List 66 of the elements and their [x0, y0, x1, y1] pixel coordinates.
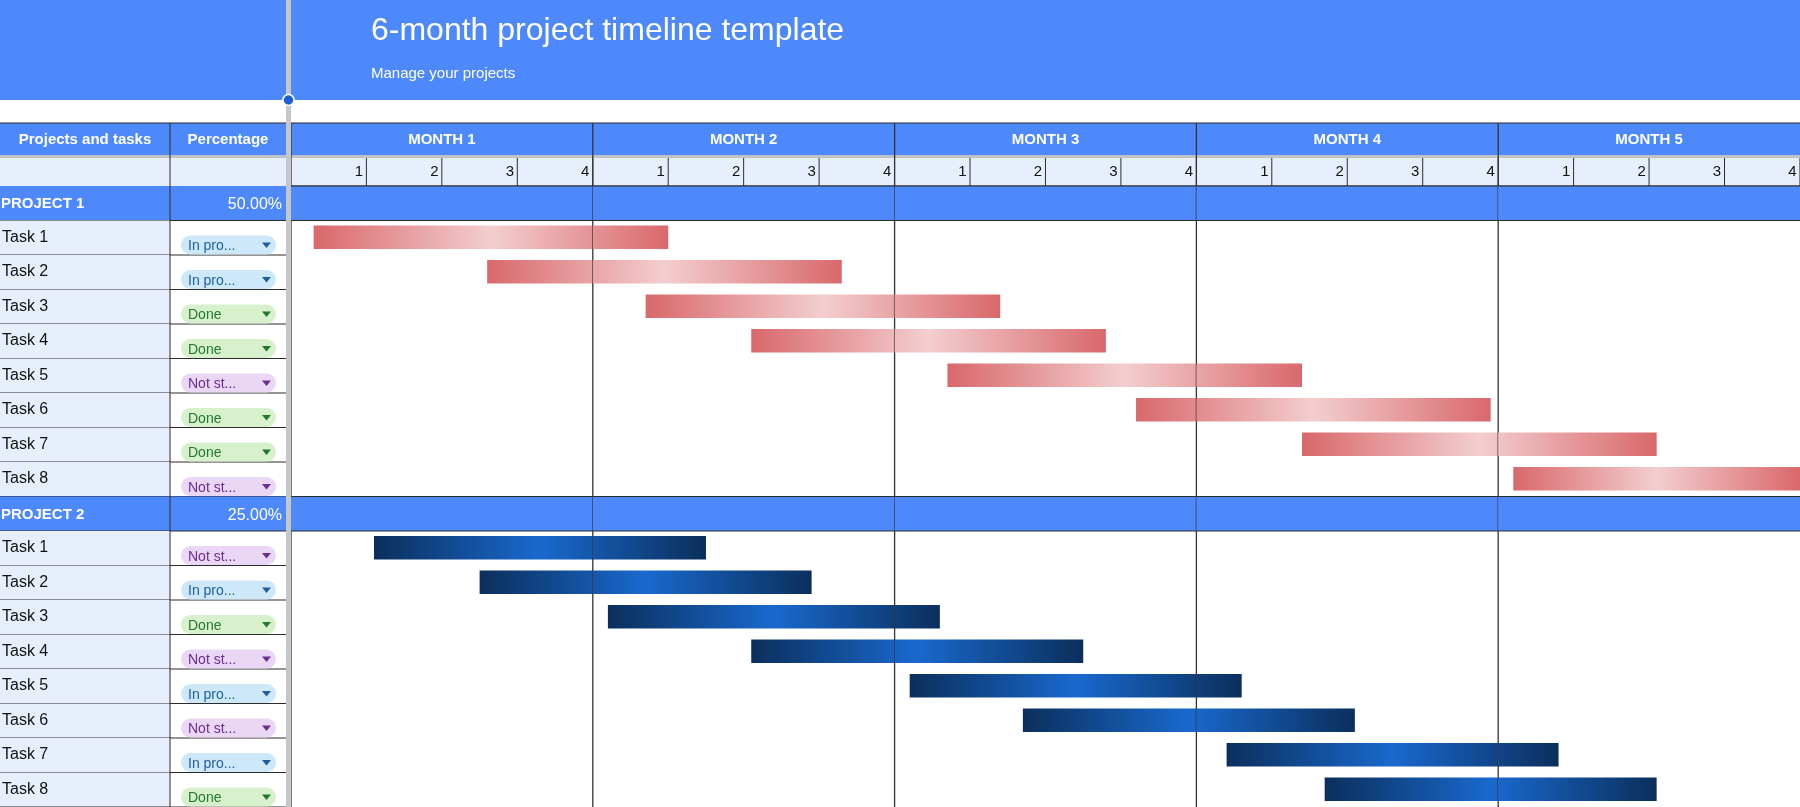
category-label: Task 5 — [2, 365, 49, 383]
x-axis-title: MONTH 2 — [709, 130, 778, 147]
category-label: Task 3 — [2, 607, 49, 624]
text: Projects and tasks — [18, 130, 152, 147]
category-label: Done — [188, 789, 222, 805]
x-tick-label: 3 — [1712, 162, 1722, 179]
category-label: Task 3 — [2, 296, 49, 314]
category-label: Task 7 — [2, 434, 49, 452]
x-axis-title: MONTH 4 — [1313, 130, 1382, 147]
category-label: Not st... — [188, 478, 237, 495]
category-label: In pro... — [188, 754, 236, 771]
x-tick-label: 4 — [581, 162, 590, 179]
x-axis-title: MONTH 5 — [1615, 130, 1683, 147]
bar — [1513, 467, 1800, 491]
x-tick-label: 1 — [354, 162, 364, 179]
category-label: Not st... — [188, 651, 237, 667]
category-label: Task 2 — [2, 262, 49, 279]
x-tick-label: 4 — [1486, 162, 1495, 179]
text: 6-month project timeline template — [371, 11, 845, 47]
category-label: PROJECT 2 — [1, 504, 85, 522]
x-tick-label: 3 — [1109, 162, 1118, 179]
x-tick-label: 2 — [430, 162, 439, 179]
category-label: Done — [188, 306, 222, 322]
x-axis-title: MONTH 3 — [1011, 130, 1080, 147]
x-tick-label: 1 — [958, 162, 967, 179]
x-tick-label: 2 — [1335, 162, 1344, 179]
category-label: Task 8 — [2, 469, 49, 486]
category-label: 25.00% — [227, 505, 282, 523]
category-label: Done — [188, 409, 222, 426]
category-label: Not st... — [188, 375, 237, 391]
x-tick-label: 3 — [505, 162, 514, 179]
category-label: Done — [188, 616, 222, 633]
category-label: Not st... — [188, 720, 237, 736]
category-label: Task 7 — [2, 745, 49, 762]
x-tick-label: 4 — [1184, 162, 1194, 179]
category-label: In pro... — [188, 271, 236, 288]
category-label: 50.00% — [227, 195, 282, 213]
text: Manage your projects — [371, 64, 516, 81]
x-tick-label: 4 — [1788, 162, 1797, 179]
x-tick-label: 1 — [656, 162, 665, 179]
category-label: Done — [188, 340, 222, 357]
category-label: Task 4 — [2, 641, 49, 659]
category-label: Task 4 — [2, 331, 49, 348]
category-label: Task 5 — [2, 676, 49, 693]
category-label: Task 2 — [2, 572, 49, 590]
x-tick-label: 2 — [1637, 162, 1646, 179]
x-tick-label: 3 — [807, 162, 816, 179]
category-label: In pro... — [188, 582, 236, 598]
category-label: In pro... — [188, 237, 236, 253]
category-label: PROJECT 1 — [1, 194, 85, 212]
category-label: Task 6 — [2, 710, 49, 728]
category-label: Task 1 — [2, 538, 49, 555]
category-label: Not st... — [188, 547, 237, 564]
category-label: Done — [188, 444, 222, 460]
text: Percentage — [187, 130, 269, 147]
category-label: Task 6 — [2, 400, 49, 417]
x-axis-title: MONTH 1 — [408, 130, 476, 147]
category-label: Task 1 — [2, 227, 49, 245]
x-tick-label: 1 — [1561, 162, 1571, 179]
x-tick-label: 2 — [731, 162, 741, 179]
x-tick-label: 3 — [1411, 162, 1420, 179]
x-tick-label: 4 — [882, 162, 892, 179]
x-tick-label: 2 — [1033, 162, 1043, 179]
category-label: Task 8 — [2, 779, 49, 797]
category-label: In pro... — [188, 685, 236, 702]
x-tick-label: 1 — [1260, 162, 1269, 179]
